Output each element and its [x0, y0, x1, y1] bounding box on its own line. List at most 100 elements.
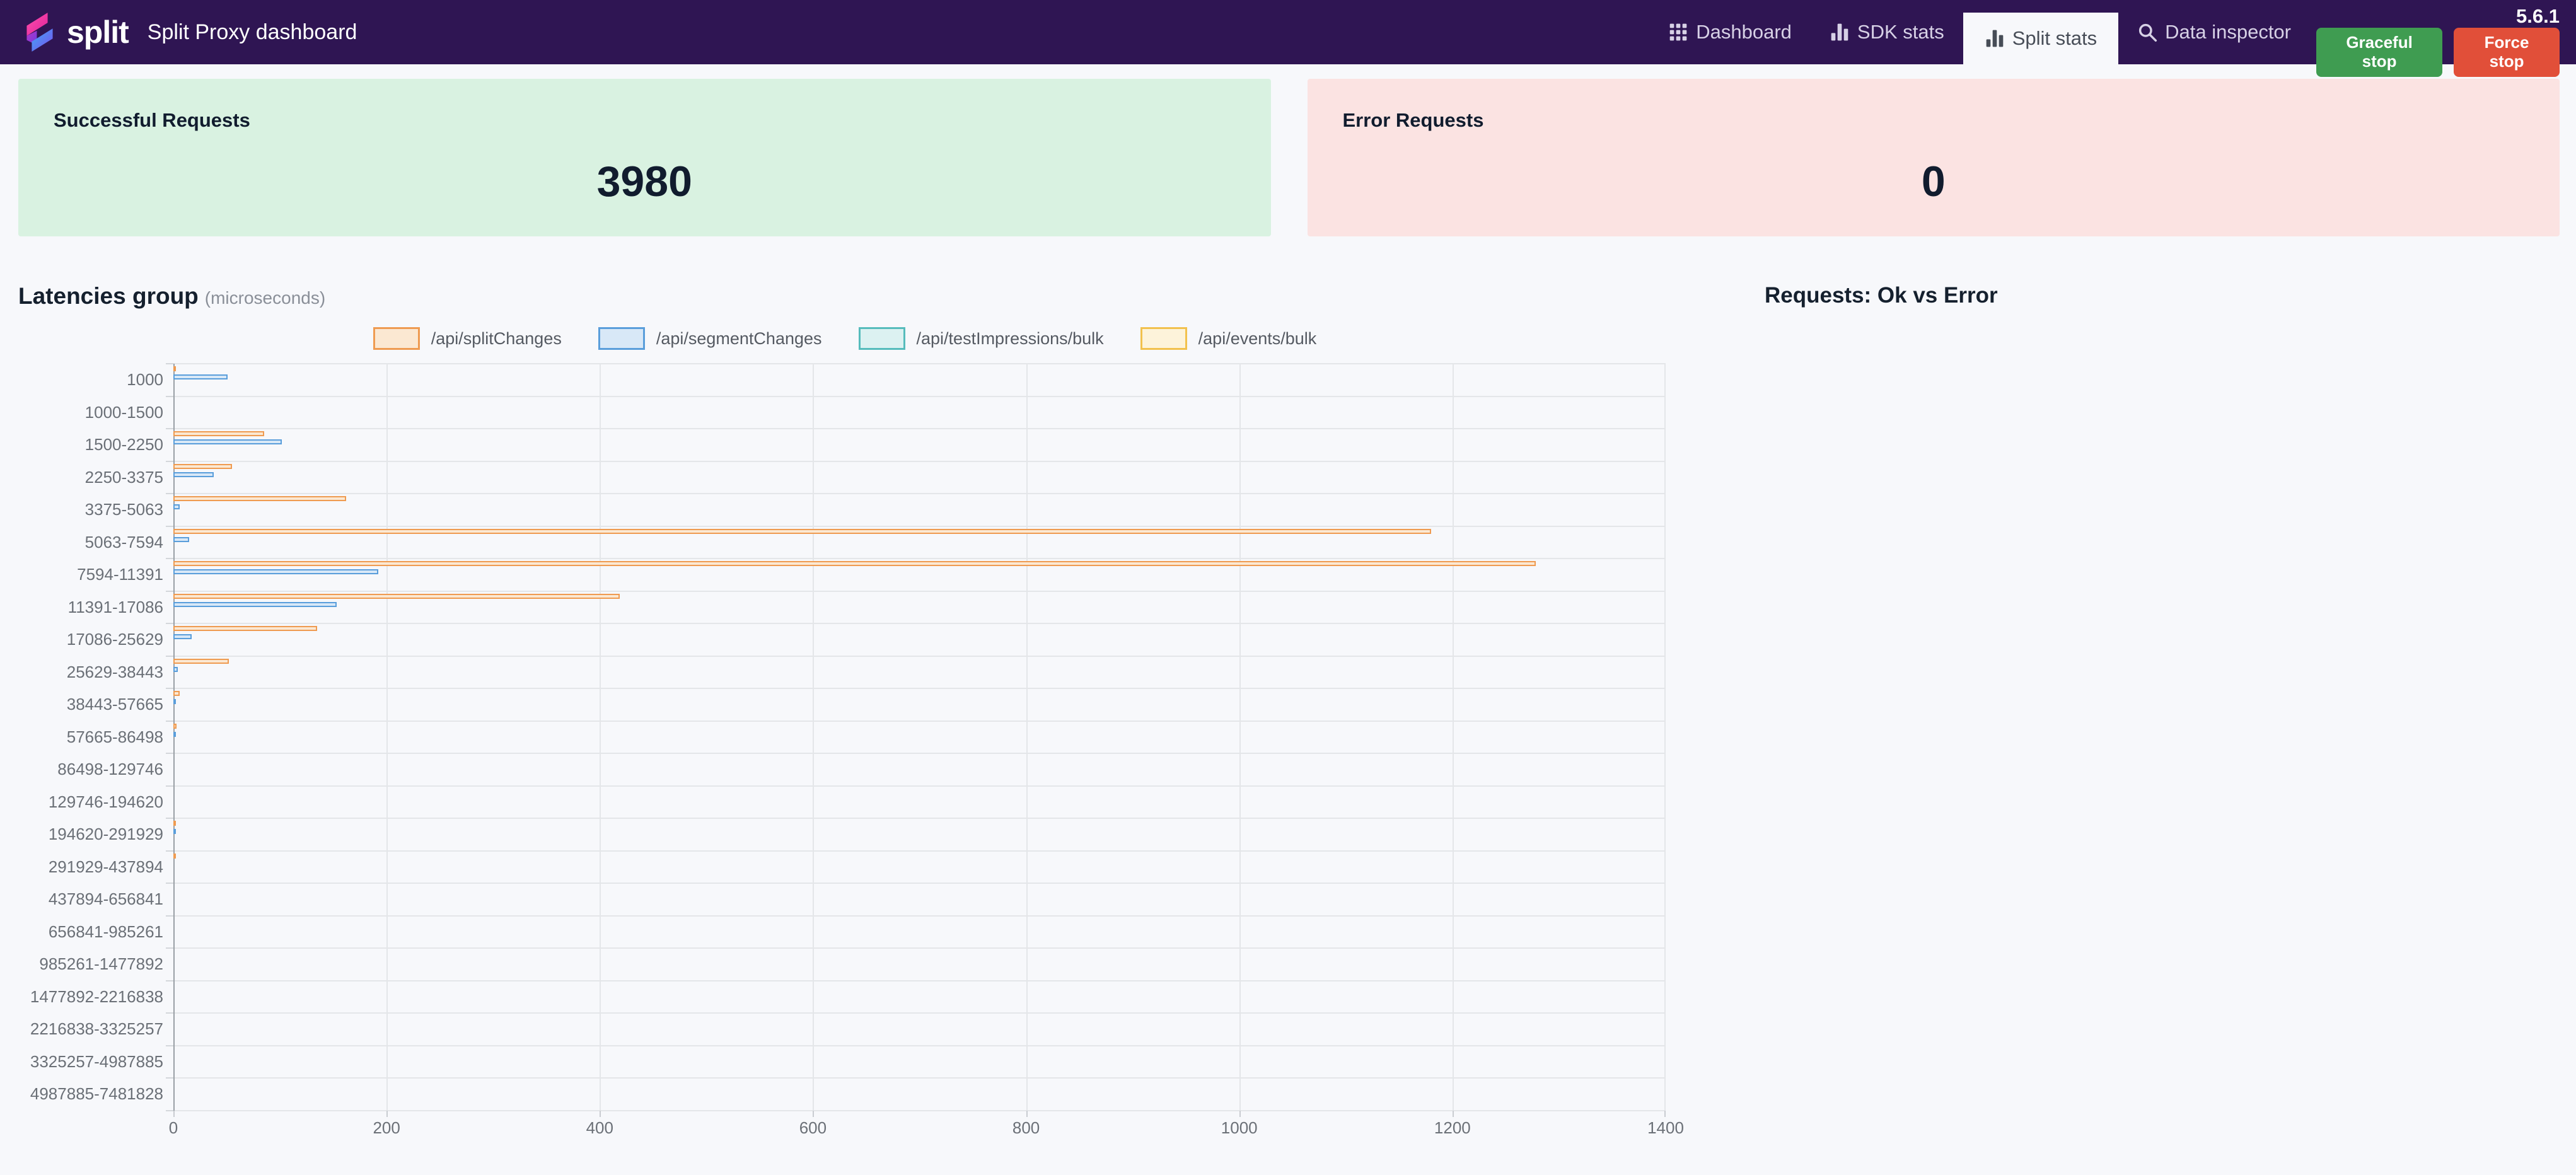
- legend-swatch: [598, 327, 645, 350]
- legend-item-testimpressions[interactable]: /api/testImpressions/bulk: [858, 327, 1104, 350]
- bar-api-segmentchanges: [173, 439, 282, 444]
- split-logo-icon: [21, 12, 58, 52]
- legend-label: /api/segmentChanges: [656, 328, 822, 348]
- bar-api-splitchanges: [173, 723, 177, 729]
- y-axis-label: 985261-1477892: [39, 954, 163, 974]
- bar-api-segmentchanges: [173, 536, 190, 542]
- y-axis-tick: [166, 720, 173, 722]
- legend-swatch: [373, 327, 420, 350]
- stop-buttons: Graceful stop Force stop: [2316, 28, 2560, 77]
- bar-api-segmentchanges: [173, 731, 176, 737]
- x-axis-label: 800: [1012, 1118, 1040, 1137]
- gridline-horizontal: [173, 395, 1666, 397]
- requests-panel-title: Requests: Ok vs Error: [1765, 283, 1998, 308]
- latencies-title-unit: (microseconds): [204, 288, 326, 308]
- nav-item-data-inspector[interactable]: Data inspector: [2118, 0, 2310, 64]
- nav-item-split-stats[interactable]: Split stats: [1963, 13, 2119, 64]
- legend-item-splitchanges[interactable]: /api/splitChanges: [373, 327, 562, 350]
- successful-requests-value: 3980: [596, 158, 692, 205]
- y-axis-tick: [166, 785, 173, 787]
- y-axis-tick: [166, 1109, 173, 1111]
- bar-chart-icon: [1830, 22, 1850, 42]
- bar-api-splitchanges: [173, 366, 176, 371]
- y-axis-tick: [166, 883, 173, 884]
- y-axis-tick: [166, 655, 173, 657]
- y-axis-label: 57665-86498: [66, 727, 163, 746]
- graceful-stop-button[interactable]: Graceful stop: [2316, 28, 2443, 77]
- bar-api-segmentchanges: [173, 699, 176, 704]
- gridline-vertical: [813, 364, 815, 1111]
- grid-icon: [1668, 22, 1688, 42]
- x-axis-tick: [386, 1110, 388, 1117]
- gridline-horizontal: [173, 590, 1666, 592]
- nav-item-dashboard[interactable]: Dashboard: [1649, 0, 1811, 64]
- y-axis-label: 38443-57665: [66, 695, 163, 714]
- nav-item-label: Data inspector: [2165, 21, 2291, 43]
- y-axis-label: 1500-2250: [84, 435, 163, 454]
- y-axis-label: 11391-17086: [67, 597, 163, 616]
- gridline-horizontal: [173, 525, 1666, 527]
- bar-api-segmentchanges: [173, 374, 228, 379]
- y-axis-label: 5063-7594: [84, 532, 163, 552]
- nav-item-label: SDK stats: [1857, 21, 1944, 43]
- bar-api-segmentchanges: [173, 601, 337, 607]
- brand-wordmark: split: [67, 14, 129, 50]
- y-axis-label: 17086-25629: [66, 630, 163, 649]
- x-axis-tick: [600, 1110, 601, 1117]
- gridline-horizontal: [173, 980, 1666, 981]
- y-axis-label: 3375-5063: [84, 500, 163, 519]
- y-axis-label: 1477892-2216838: [30, 987, 163, 1006]
- gridline-horizontal: [173, 1077, 1666, 1079]
- y-axis-label: 1000: [127, 370, 163, 390]
- y-axis-label: 194620-291929: [48, 825, 163, 844]
- gridline-horizontal: [173, 915, 1666, 917]
- bar-api-splitchanges: [173, 691, 180, 696]
- gridline-horizontal: [173, 720, 1666, 722]
- y-axis-tick: [166, 753, 173, 754]
- bar-api-splitchanges: [173, 821, 176, 826]
- gridline-horizontal: [173, 655, 1666, 657]
- y-axis-tick: [166, 688, 173, 689]
- bar-api-splitchanges: [173, 853, 176, 859]
- bar-api-segmentchanges: [173, 569, 378, 574]
- y-axis-tick: [166, 947, 173, 949]
- header: split Split Proxy dashboard Dashboard SD…: [0, 0, 2576, 77]
- error-requests-card: Error Requests 0: [1307, 79, 2560, 236]
- y-axis-tick: [166, 395, 173, 397]
- y-axis-label: 1000-1500: [84, 402, 163, 422]
- legend-item-segmentchanges[interactable]: /api/segmentChanges: [598, 327, 822, 350]
- y-axis-tick: [166, 460, 173, 462]
- nav-item-sdk-stats[interactable]: SDK stats: [1811, 0, 1963, 64]
- x-axis-label: 600: [799, 1118, 827, 1137]
- gridline-horizontal: [173, 883, 1666, 884]
- force-stop-button[interactable]: Force stop: [2454, 28, 2560, 77]
- y-axis-tick: [166, 493, 173, 494]
- bar-api-splitchanges: [173, 561, 1536, 566]
- app-title: Split Proxy dashboard: [147, 20, 357, 44]
- y-axis-tick: [166, 850, 173, 852]
- bar-api-segmentchanges: [173, 504, 180, 509]
- legend-label: /api/splitChanges: [431, 328, 562, 348]
- x-axis-tick: [1664, 1110, 1666, 1117]
- x-axis-label: 1200: [1434, 1118, 1471, 1137]
- bar-chart-icon: [1985, 28, 2005, 49]
- bar-api-splitchanges: [173, 528, 1432, 534]
- gridline-horizontal: [173, 1109, 1666, 1111]
- gridline-horizontal: [173, 947, 1666, 949]
- y-axis-tick: [166, 558, 173, 559]
- legend-swatch: [858, 327, 905, 350]
- search-icon: [2137, 22, 2157, 42]
- nav-item-label: Dashboard: [1696, 21, 1792, 43]
- gridline-vertical: [1239, 364, 1241, 1111]
- y-axis-label: 2250-3375: [84, 467, 163, 487]
- latencies-title-text: Latencies group: [18, 283, 199, 309]
- latencies-section: Latencies group (microseconds) /api/split…: [18, 283, 1684, 1141]
- x-axis-tick: [173, 1110, 175, 1117]
- legend-item-events[interactable]: /api/events/bulk: [1140, 327, 1316, 350]
- gridline-vertical: [1452, 364, 1454, 1111]
- y-axis-tick: [166, 363, 173, 364]
- y-axis-tick: [166, 1045, 173, 1046]
- error-requests-value: 0: [1921, 158, 1946, 205]
- y-axis-label: 656841-985261: [48, 922, 163, 941]
- gridline-horizontal: [173, 428, 1666, 429]
